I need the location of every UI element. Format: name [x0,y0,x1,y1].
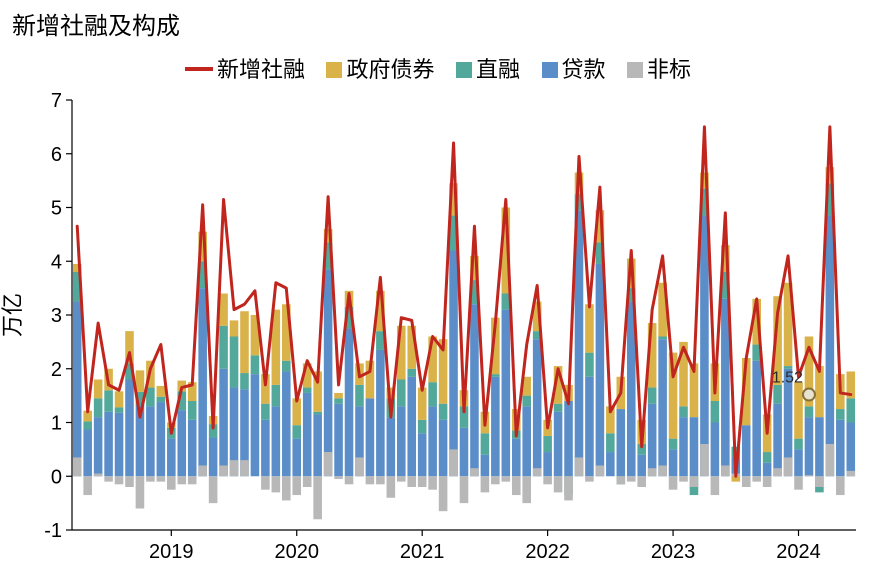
legend-swatch-nonstd [627,62,643,78]
legend-label-gov: 政府债券 [346,57,434,82]
chart-canvas: -1 0 1 2 3 4 5 6 7 万亿 2019 2020 2021 2022 2023 2024 1.52 [0,82,876,580]
legend-swatch-gov [326,62,342,78]
svg-text:2024: 2024 [776,541,821,563]
svg-text:2: 2 [51,359,62,381]
svg-text:0: 0 [51,466,62,488]
legend-item-line: 新增社融 [185,57,311,82]
svg-text:5: 5 [51,198,62,220]
legend-swatch-direct [456,62,472,78]
legend-label-loans: 贷款 [562,57,606,82]
svg-text:3: 3 [51,305,62,327]
svg-text:1.52: 1.52 [772,370,803,387]
svg-text:7: 7 [51,90,62,112]
svg-text:2020: 2020 [274,541,319,563]
legend-item-loans: 贷款 [542,57,612,82]
svg-text:2022: 2022 [525,541,570,563]
legend-label-line: 新增社融 [217,57,305,82]
legend-item-direct: 直融 [456,57,526,82]
svg-text:万亿: 万亿 [0,293,25,337]
legend-item-gov: 政府债券 [326,57,440,82]
svg-text:6: 6 [51,144,62,166]
legend-label-nonstd: 非标 [647,57,691,82]
legend: 新增社融 政府债券 直融 贷款 非标 [0,52,876,84]
svg-text:1: 1 [51,413,62,435]
svg-text:-1: -1 [44,520,62,542]
legend-item-nonstd: 非标 [627,57,691,82]
chart-title: 新增社融及构成 [12,6,180,41]
legend-swatch-loans [542,62,558,78]
svg-text:2021: 2021 [400,541,445,563]
svg-text:2023: 2023 [651,541,696,563]
svg-text:4: 4 [51,251,62,273]
svg-text:2019: 2019 [149,541,194,563]
legend-swatch-line [185,67,213,71]
legend-label-direct: 直融 [476,57,520,82]
